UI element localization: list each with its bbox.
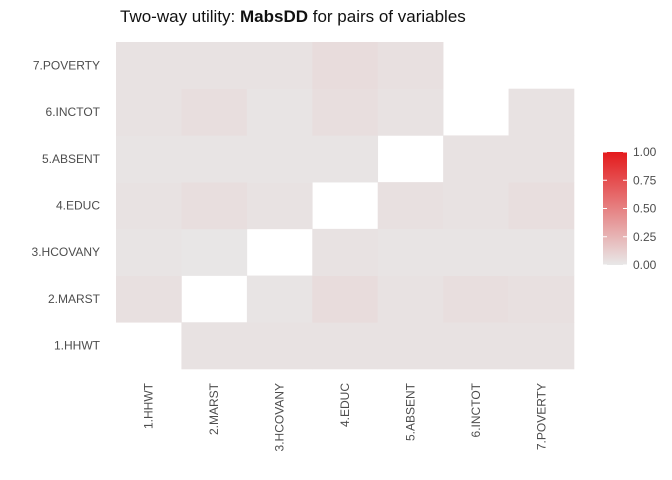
x-tick-label: 4.EDUC <box>338 383 352 427</box>
heatmap-cell <box>181 228 248 276</box>
y-tick-label: 2.MARST <box>48 292 101 306</box>
heatmap-cell <box>377 228 444 276</box>
heatmap-cell <box>377 42 444 90</box>
heatmap-cell <box>508 182 575 230</box>
heatmap-cell <box>443 182 509 230</box>
heatmap-cell <box>246 322 313 370</box>
heatmap-cell <box>246 88 313 136</box>
chart-title: Two-way utility: MabsDD for pairs of var… <box>120 7 466 27</box>
chart-title-suffix: for pairs of variables <box>308 7 466 26</box>
heatmap-cell <box>246 42 313 90</box>
heatmap-cell <box>116 135 182 183</box>
heatmap-cell <box>508 88 575 136</box>
heatmap-cell <box>116 88 182 136</box>
color-legend: 0.00 0.25 0.50 0.75 1.00 <box>603 145 657 272</box>
heatmap-cell <box>181 42 248 90</box>
heatmap-cell <box>377 322 444 370</box>
legend-tick-label: 1.00 <box>633 145 657 159</box>
heatmap-cell <box>508 135 575 183</box>
heatmap-cell <box>312 88 379 136</box>
heatmap-cell <box>181 135 248 183</box>
y-axis-tick-labels: 1.HHWT 2.MARST 3.HCOVANY 4.EDUC 5.ABSENT 6.IN… <box>32 58 101 352</box>
heatmap-cell <box>443 275 509 323</box>
chart-title-prefix: Two-way utility: <box>120 7 240 26</box>
heatmap-cell <box>312 135 379 183</box>
heatmap-cell <box>181 182 248 230</box>
legend-tick-label: 0.25 <box>633 230 657 244</box>
y-tick-label: 6.INCTOT <box>46 105 101 119</box>
heatmap-cell <box>246 182 313 230</box>
x-tick-label: 5.ABSENT <box>403 382 417 441</box>
heatmap-cell <box>312 322 379 370</box>
heatmap-cell <box>443 322 509 370</box>
heatmap-cell <box>116 42 182 90</box>
legend-tick-label: 0.50 <box>633 202 657 216</box>
heatmap-cell <box>246 135 313 183</box>
x-axis-tick-labels: 1.HHWT 2.MARST 3.HCOVANY 4.EDUC 5.ABSENT 6.IN… <box>142 382 549 451</box>
heatmap-cell <box>377 275 444 323</box>
heatmap-cell <box>377 182 444 230</box>
x-tick-label: 6.INCTOT <box>469 382 483 437</box>
heatmap-cell <box>508 275 575 323</box>
heatmap-cell <box>312 228 379 276</box>
heatmap-cell <box>116 182 182 230</box>
y-tick-label: 1.HHWT <box>54 339 101 353</box>
heatmap-cell <box>443 135 509 183</box>
legend-tick-label: 0.00 <box>633 258 657 272</box>
legend-tick-label: 0.75 <box>633 173 657 187</box>
x-tick-label: 1.HHWT <box>142 382 156 429</box>
y-tick-label: 5.ABSENT <box>42 152 101 166</box>
y-tick-label: 7.POVERTY <box>33 58 100 72</box>
x-tick-label: 7.POVERTY <box>534 383 548 450</box>
heatmap-cell <box>181 322 248 370</box>
heatmap-cell <box>377 88 444 136</box>
heatmap-cell <box>508 228 575 276</box>
heatmap-cell <box>443 228 509 276</box>
x-tick-label: 3.HCOVANY <box>273 383 287 451</box>
heatmap-cell <box>246 275 313 323</box>
heatmap-cell <box>312 42 379 90</box>
heatmap-cell <box>508 322 575 370</box>
heatmap-cell <box>116 228 182 276</box>
heatmap-cells <box>116 42 575 370</box>
heatmap-cell <box>116 275 182 323</box>
y-tick-label: 4.EDUC <box>56 199 100 213</box>
heatmap-cell <box>181 88 248 136</box>
y-tick-label: 3.HCOVANY <box>32 245 100 259</box>
chart-title-metric: MabsDD <box>239 7 308 26</box>
x-tick-label: 2.MARST <box>207 382 221 435</box>
heatmap-cell <box>312 275 379 323</box>
